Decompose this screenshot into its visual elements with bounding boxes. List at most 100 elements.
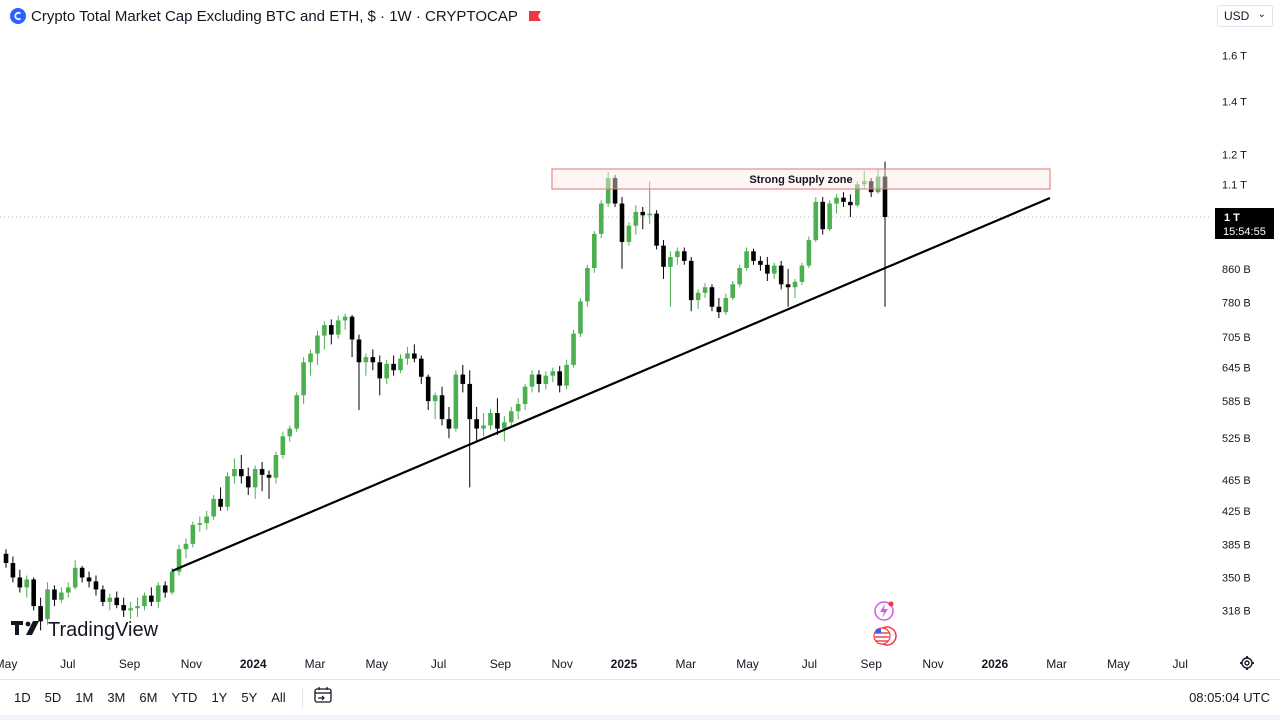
candle-body (93, 581, 99, 590)
candle (508, 407, 514, 426)
price-axis[interactable]: 1.6 T 1.4 T 1.2 T 1.1 T 860 B 780 B 705 B 645 B… (1222, 51, 1251, 618)
candle (211, 495, 216, 520)
candle-body (107, 597, 113, 602)
candle (100, 585, 106, 607)
candle-body (619, 203, 625, 242)
time-tick-label: Nov (181, 657, 202, 671)
candle (571, 329, 576, 368)
candle (24, 575, 30, 598)
candle-body (121, 605, 126, 611)
candle-body (384, 363, 389, 379)
timeframe-button-1d[interactable]: 1D (14, 690, 31, 705)
candle (647, 181, 652, 224)
candle (592, 231, 597, 273)
time-tick-label: Mar (1046, 657, 1067, 671)
candle-body (100, 589, 106, 602)
price-tick-label: 318 B (1222, 605, 1251, 617)
candle-body (45, 589, 50, 620)
red-flag-icon[interactable] (528, 10, 542, 22)
candle-body (695, 292, 701, 301)
candle-body (425, 376, 431, 402)
chevron-down-icon: ⌄ (1257, 9, 1266, 20)
candle-body (848, 201, 853, 206)
candle (218, 487, 223, 511)
price-tick-label: 425 B (1222, 506, 1251, 518)
calendar-range-icon[interactable] (313, 686, 333, 709)
candle (65, 582, 71, 598)
candle (813, 196, 819, 242)
timeframe-button-1y[interactable]: 1Y (211, 690, 228, 705)
timeframe-button-1m[interactable]: 1M (75, 690, 94, 705)
candle-body (592, 233, 597, 268)
candle-body (17, 577, 23, 588)
candle-body (723, 297, 729, 313)
candle-body (86, 577, 92, 582)
timeframe-button-6m[interactable]: 6M (139, 690, 158, 705)
lightning-event-icon[interactable] (874, 601, 894, 621)
time-tick-label: May (365, 657, 388, 671)
candle (737, 264, 742, 288)
us-flag-event-icon[interactable] (873, 626, 897, 646)
candle (564, 359, 569, 390)
timeframe-button-all[interactable]: All (271, 690, 286, 705)
candle-body (508, 411, 514, 423)
timeframe-button-5y[interactable]: 5Y (241, 690, 258, 705)
candle (619, 196, 625, 269)
candle (882, 161, 888, 307)
currency-selector[interactable]: USD ⌄ (1217, 5, 1273, 27)
candle-body (813, 201, 819, 241)
utc-clock[interactable]: 08:05:04 UTC (1189, 690, 1270, 705)
candle-body (10, 563, 16, 578)
candle-body (778, 265, 784, 285)
candle (827, 200, 832, 232)
candle (121, 597, 126, 617)
candle (654, 210, 659, 250)
time-tick-label: Jul (1173, 657, 1188, 671)
time-axis[interactable]: May Jul Sep Nov 2024 Mar May Jul Sep Nov 2025 Mar Ma… (0, 657, 1188, 671)
price-chart[interactable]: Strong Supply zone 1.6 T 1.4 T 1.2 T 1.1 T 8… (0, 0, 1280, 679)
time-tick-label: Nov (552, 657, 573, 671)
candle-body (149, 595, 154, 602)
supply-zone-rect[interactable] (551, 168, 1051, 190)
candle-body (356, 339, 362, 363)
candle-body (661, 245, 666, 267)
candle-body (52, 589, 57, 600)
trendline[interactable] (171, 196, 1051, 573)
candle-body (771, 265, 777, 274)
timeframe-button-5d[interactable]: 5D (44, 690, 62, 705)
candle (335, 315, 341, 339)
time-tick-label: Sep (119, 657, 141, 671)
time-tick-label: Jul (431, 657, 446, 671)
candle (861, 170, 867, 189)
candle-body (550, 371, 556, 376)
candle-body (308, 353, 313, 363)
candle (668, 251, 673, 307)
candle-body (640, 211, 646, 216)
candle (128, 601, 133, 620)
candle-body (578, 301, 583, 334)
price-tick-label: 525 B (1222, 433, 1251, 445)
candle-body (377, 362, 383, 379)
candle-body (730, 284, 736, 298)
timeframe-button-ytd[interactable]: YTD (171, 690, 198, 705)
gear-icon[interactable] (1239, 655, 1255, 676)
candle (38, 597, 43, 631)
candle-body (363, 357, 369, 363)
candle (481, 413, 486, 437)
candle-body (841, 197, 846, 202)
candle-body (868, 181, 874, 193)
timeframe-button-3m[interactable]: 3M (107, 690, 126, 705)
candle (661, 240, 666, 279)
candle (412, 344, 417, 363)
candle (59, 587, 64, 603)
time-tick-label: Jul (60, 657, 75, 671)
candle (488, 408, 493, 430)
cryptocap-logo-icon[interactable] (10, 8, 26, 24)
time-tick-label: Mar (675, 657, 696, 671)
supply-zone[interactable]: Strong Supply zone (551, 168, 1051, 190)
candle (3, 549, 9, 568)
candle (578, 297, 583, 338)
chart-title[interactable]: Crypto Total Market Cap Excluding BTC an… (31, 7, 518, 25)
candle-body (59, 592, 64, 600)
candle-body (855, 184, 860, 206)
